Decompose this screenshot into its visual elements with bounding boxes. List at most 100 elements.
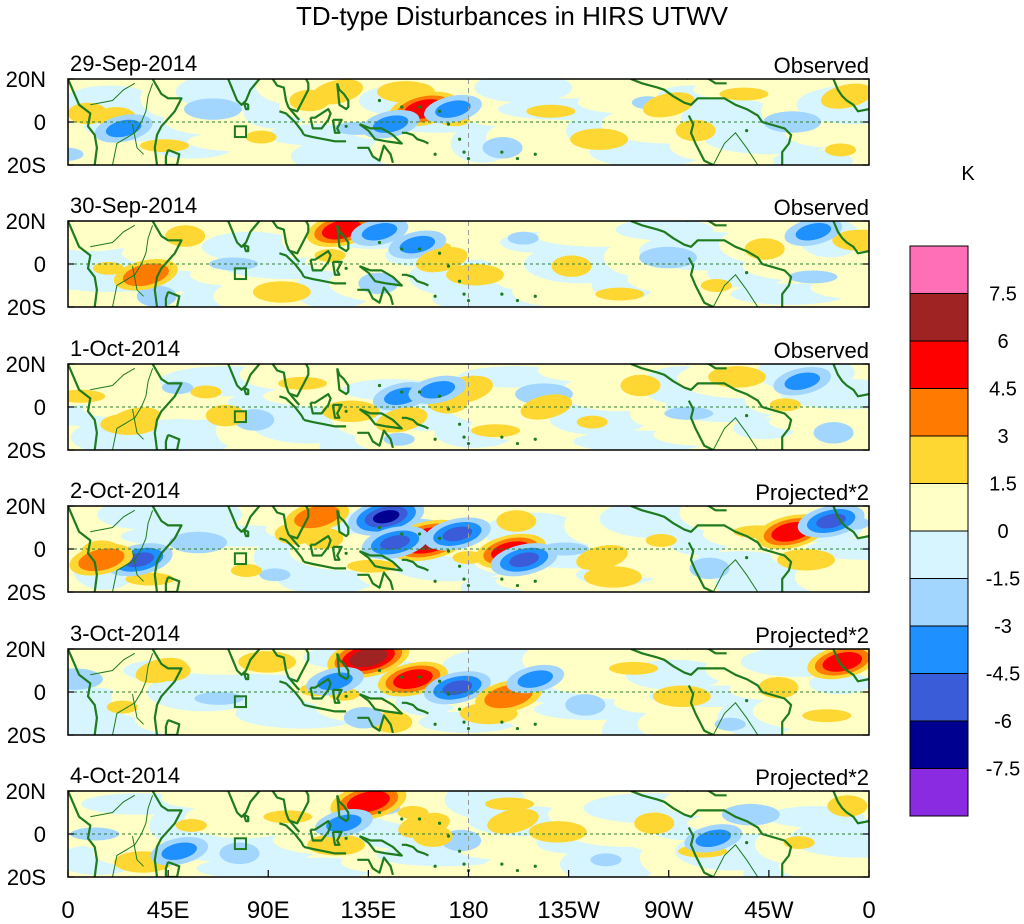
colorbar-tick-label: 6 [997,331,1008,353]
coastline [303,845,347,855]
moderate-anomaly-patch [551,255,592,277]
moderate-anomaly-patch [190,385,222,399]
anomaly-center [586,549,618,566]
moderate-anomaly-patch [484,797,534,811]
moderate-anomaly-patch [278,376,327,390]
moderate-anomaly-patch [813,422,854,444]
moderate-anomaly-patch [92,261,125,275]
anomaly-center [356,651,381,664]
colorbar-tick-label: 4.5 [989,379,1017,401]
moderate-anomaly-patch [664,407,714,420]
chart-title: TD-type Disturbances in HIRS UTWV [296,1,728,31]
island-dot [417,247,422,251]
reference-box [233,125,247,139]
island-dot [466,298,471,303]
island-dot [745,129,749,133]
island-dot [500,720,504,724]
moderate-anomaly-patch [595,287,645,301]
moderate-anomaly-patch [347,559,396,573]
coastline [336,224,350,253]
island-dot [446,549,451,553]
island-dot [344,694,348,698]
moderate-anomaly-patch [482,137,523,159]
country-border [90,367,136,391]
coastline [687,684,714,735]
coastline [164,148,181,165]
coastline [686,221,727,227]
coastline [401,273,429,287]
weak-anomaly-patch [277,564,376,592]
weak-anomaly-patch [474,79,573,103]
colorbar-tick-label: -4.5 [986,664,1020,686]
moderate-anomaly-patch [452,551,484,565]
coastline [242,386,250,396]
coastline [336,82,350,111]
moderate-anomaly-patch [219,842,260,865]
anomaly-center [442,526,473,542]
coastline [686,649,727,655]
reference-box [233,695,247,709]
reference-box [233,267,247,281]
panel-date: 1-Oct-2014 [70,336,180,361]
moderate-anomaly-patch [252,281,311,303]
coastline [686,791,727,797]
weak-anomaly-patch [653,424,752,446]
coastline [686,79,727,85]
coastline [687,400,714,450]
island-dot [500,862,504,866]
x-tick-label: 135E [340,897,396,924]
moderate-anomaly-patch [645,533,677,547]
coastline [242,528,250,538]
y-tick-label: 20S [7,153,46,178]
coastline [68,791,98,877]
coastline [151,649,183,735]
island-dot [466,583,471,588]
x-tick-label: 45W [744,897,794,924]
coastline [357,144,394,164]
island-dot [446,692,451,696]
island-dot [377,240,382,245]
coastline [687,541,714,592]
x-tick-label: 45E [147,897,190,924]
moderate-anomaly-patch [777,549,835,571]
anomaly-center [778,525,804,538]
colorbar-tick-label: -6 [994,711,1012,733]
island-dot [417,532,422,536]
island-dot [515,868,520,873]
coastline [164,718,181,735]
coastline [164,290,181,307]
weak-anomaly-patch [68,143,141,165]
coastline [151,791,183,877]
island-dot [417,105,422,109]
moderate-anomaly-patch [609,661,659,675]
panel-2: 20N 0 20S 30-Sep-2014 Observed [6,193,870,320]
island-dot [446,834,451,838]
coastline [358,835,403,857]
coastline [290,79,310,113]
anomaly-field [68,506,869,592]
coastline [303,133,347,143]
weak-anomaly-patch [790,818,869,858]
coastline [68,79,98,165]
anomaly-center [435,100,471,118]
x-axis: 0 45E 90E 135E 180 135W 90W 45W 0 [61,870,876,924]
weak-anomaly-patch [778,851,869,877]
y-tick-label: 0 [34,822,46,847]
moderate-anomaly-patch [565,694,606,716]
coastline [687,826,714,877]
country-border [712,844,759,877]
moderate-anomaly-patch [744,238,785,260]
island-dot [462,292,466,296]
moderate-anomaly-patch [721,803,780,826]
y-tick-label: 20N [6,352,46,377]
anomaly-center [326,814,362,832]
colorbar-swatch [909,483,969,532]
panel-3: 20N 0 20S 1-Oct-2014 Observed [6,336,870,463]
x-tick-label: 135W [537,897,600,924]
island-dot [344,409,348,413]
coastline [336,367,350,396]
island-dot [458,849,462,853]
country-border [132,551,144,582]
coastline [151,506,183,592]
colorbar-tick-label: 3 [997,426,1008,448]
